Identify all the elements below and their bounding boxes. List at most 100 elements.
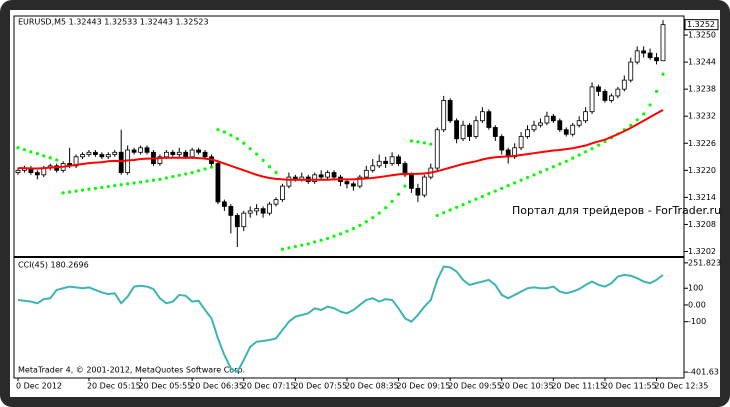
y-tick-label: 100 <box>688 284 703 293</box>
sar-dot <box>467 200 472 204</box>
sar-dot <box>280 247 285 251</box>
sar-dot <box>87 187 91 191</box>
sar-dot <box>119 183 123 187</box>
candle-body <box>518 136 524 149</box>
sar-dot <box>313 240 317 244</box>
y-tick-label: 1.3244 <box>688 58 716 67</box>
candle-body <box>357 176 363 187</box>
sar-dot <box>661 72 665 76</box>
sar-dot <box>16 146 20 150</box>
sar-dot <box>474 197 478 201</box>
sar-dot <box>242 141 246 145</box>
sar-dot <box>80 188 85 192</box>
candle-body <box>641 50 647 54</box>
indicator-title: CCI(45) 180.2696 <box>18 261 89 270</box>
watermark: Портал для трейдеров - ForTrader.ru <box>512 204 721 217</box>
candle-body <box>183 151 189 158</box>
sar-dot <box>222 130 226 134</box>
candle-body <box>189 149 195 158</box>
sar-dot <box>538 170 543 174</box>
candle-body <box>531 124 537 131</box>
footer: MetaTrader 4, © 2001-2012, MetaQuotes So… <box>18 366 245 375</box>
sar-dot <box>377 211 381 215</box>
sar-dot <box>68 190 72 194</box>
candle-body <box>441 100 447 131</box>
candle-body <box>157 156 163 164</box>
sar-dot <box>551 165 555 169</box>
y-tick-label: -401.63 <box>688 368 719 377</box>
y-tick-label: 1.3226 <box>688 139 716 148</box>
sar-dot <box>48 156 52 160</box>
sar-dot <box>564 159 568 163</box>
candle-body <box>654 57 659 62</box>
candle-body <box>538 122 543 126</box>
sar-dot <box>635 118 639 122</box>
x-tick-label: 20 Dec 06:35 <box>190 382 244 391</box>
candle-body <box>596 86 601 92</box>
candle-body <box>454 120 460 140</box>
candle-body <box>196 149 202 153</box>
sar-dot <box>267 165 272 169</box>
sar-dot <box>532 173 536 177</box>
candle-body <box>467 124 472 137</box>
candle-body <box>389 156 395 164</box>
sar-dot <box>519 178 523 182</box>
sar-dot <box>203 167 207 171</box>
price-marker-label: 1.3252 <box>687 20 715 29</box>
candle-body <box>221 201 227 207</box>
candle-body <box>325 172 331 178</box>
candle-body <box>576 120 582 126</box>
sar-dot <box>287 246 291 250</box>
sar-dot <box>545 167 549 172</box>
sar-dot <box>390 199 394 204</box>
sar-dot <box>493 189 497 193</box>
sar-dot <box>403 184 407 188</box>
candle-body <box>486 111 492 128</box>
y-tick-label: 1.3220 <box>688 166 716 175</box>
candle-body <box>202 151 208 158</box>
candle-body <box>144 147 150 153</box>
candle-body <box>409 174 414 189</box>
sar-dot <box>455 205 459 209</box>
candle-body <box>473 120 479 137</box>
y-tick-label: 251.823 <box>688 258 721 267</box>
x-tick-label: 20 Dec 05:15 <box>87 382 141 391</box>
x-tick-label: 20 Dec 09:15 <box>397 382 451 391</box>
candle-body <box>660 24 666 62</box>
x-tick-label: 20 Dec 11:55 <box>603 382 657 391</box>
candle-body <box>479 111 485 122</box>
candle-body <box>312 174 318 182</box>
sar-dot <box>409 139 414 143</box>
y-tick-label: -100 <box>688 317 706 326</box>
sar-dot <box>326 236 330 241</box>
sar-dot <box>500 186 504 190</box>
sar-dot <box>229 133 233 137</box>
sar-dot <box>422 141 426 145</box>
sar-dot <box>29 150 33 154</box>
candle-body <box>105 154 111 158</box>
price-marker <box>684 19 719 31</box>
candle-body <box>254 208 260 212</box>
candle-body <box>434 129 440 169</box>
sar-dot <box>306 242 310 246</box>
sar-dot <box>506 184 510 188</box>
candle-body <box>86 151 92 155</box>
candle-body <box>350 183 356 187</box>
candle-body <box>118 151 124 173</box>
candle-body <box>615 88 621 97</box>
y-tick-label: 1.3232 <box>688 112 716 121</box>
sar-dot <box>448 208 452 212</box>
candle-body <box>93 151 98 155</box>
sar-dot <box>216 128 220 132</box>
sar-dot <box>629 123 633 127</box>
y-tick-label: 1.3202 <box>688 247 716 256</box>
sar-dot <box>590 147 594 151</box>
candle-body <box>138 147 143 153</box>
sar-dot <box>358 223 362 227</box>
sar-dot <box>42 154 46 158</box>
candle-body <box>499 136 505 151</box>
sar-dot <box>642 112 646 116</box>
sar-dot <box>338 232 343 236</box>
